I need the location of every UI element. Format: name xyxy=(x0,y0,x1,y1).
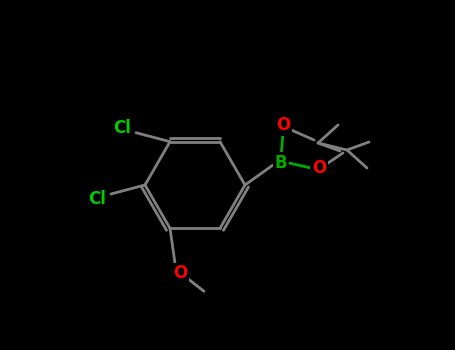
Text: O: O xyxy=(276,116,290,134)
Text: O: O xyxy=(312,159,326,177)
Text: Cl: Cl xyxy=(113,119,131,137)
Text: Cl: Cl xyxy=(88,190,106,208)
Text: B: B xyxy=(275,154,287,172)
Text: O: O xyxy=(173,264,187,282)
